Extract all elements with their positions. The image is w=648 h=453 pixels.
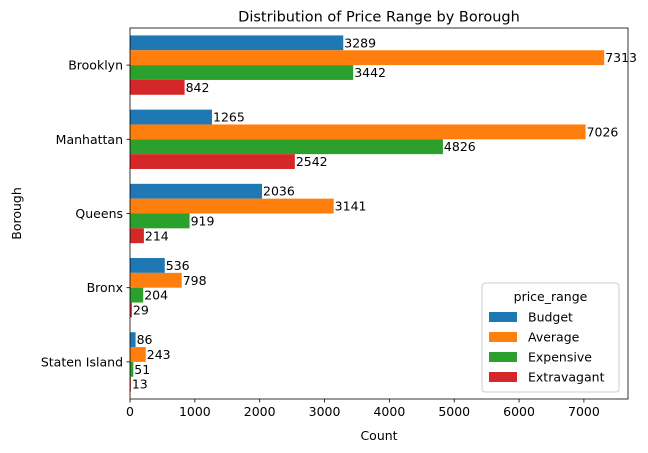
bar-staten-island-extravagant [130, 376, 131, 392]
data-label-bronx-budget: 536 [166, 258, 190, 273]
y-tick-label-staten-island: Staten Island [41, 354, 123, 369]
y-tick-label-manhattan: Manhattan [56, 132, 123, 147]
data-label-queens-average: 3141 [335, 199, 367, 214]
bar-queens-expensive [130, 213, 190, 229]
bar-bronx-budget [130, 258, 165, 273]
data-label-queens-budget: 2036 [263, 184, 295, 199]
data-label-manhattan-extravagant: 2542 [296, 154, 328, 169]
legend-label-average: Average [528, 330, 580, 345]
data-label-manhattan-expensive: 4826 [444, 139, 476, 154]
legend-label-budget: Budget [528, 310, 573, 325]
x-tick-label-4000: 4000 [373, 404, 405, 419]
bar-brooklyn-expensive [130, 65, 354, 80]
data-label-bronx-expensive: 204 [144, 288, 168, 303]
x-tick-label-3000: 3000 [309, 404, 341, 419]
bar-brooklyn-average [130, 50, 605, 66]
bar-staten-island-budget [130, 332, 136, 348]
legend: price_range Budget Average Expensive Extrav… [481, 282, 620, 393]
legend-swatch-extravagant [489, 372, 517, 382]
x-tick-label-0: 0 [126, 404, 134, 419]
data-label-manhattan-average: 7026 [587, 124, 619, 139]
bar-brooklyn-extravagant [130, 79, 185, 95]
bar-manhattan-budget [130, 109, 213, 125]
bar-bronx-extravagant [130, 302, 132, 318]
x-tick-label-1000: 1000 [179, 404, 211, 419]
bars-layer [130, 35, 605, 392]
data-label-brooklyn-extravagant: 842 [186, 80, 210, 95]
x-tick-label-5000: 5000 [438, 404, 470, 419]
data-label-bronx-average: 798 [183, 273, 207, 288]
data-label-staten-island-average: 243 [147, 347, 171, 362]
bar-brooklyn-budget [130, 35, 344, 51]
bar-queens-extravagant [130, 228, 144, 244]
data-label-brooklyn-average: 7313 [605, 50, 637, 65]
data-label-queens-expensive: 919 [191, 213, 215, 228]
legend-label-extravagant: Extravagant [528, 370, 605, 385]
legend-box [481, 282, 620, 393]
data-label-staten-island-extravagant: 13 [132, 377, 148, 392]
y-tick-label-bronx: Bronx [87, 280, 123, 295]
y-axis: Brooklyn Manhattan Queens Bronx Staten Islan… [41, 58, 130, 369]
bar-manhattan-average [130, 124, 586, 140]
y-tick-label-queens: Queens [75, 206, 123, 221]
bar-bronx-average [130, 272, 182, 288]
chart-title: Distribution of Price Range by Borough [238, 10, 520, 26]
data-label-manhattan-budget: 1265 [213, 110, 245, 125]
data-label-brooklyn-expensive: 3442 [354, 65, 386, 80]
bar-queens-budget [130, 183, 263, 199]
x-tick-label-2000: 2000 [244, 404, 276, 419]
legend-swatch-expensive [489, 352, 517, 362]
legend-swatch-average [489, 332, 517, 342]
data-label-staten-island-expensive: 51 [134, 362, 150, 377]
bar-staten-island-average [130, 347, 146, 362]
x-tick-label-7000: 7000 [568, 404, 600, 419]
legend-title: price_range [514, 289, 588, 304]
y-axis-label: Borough [9, 187, 24, 240]
x-axis-label: Count [360, 428, 397, 443]
legend-label-expensive: Expensive [528, 350, 592, 365]
data-label-staten-island-budget: 86 [137, 332, 153, 347]
bar-manhattan-expensive [130, 139, 443, 155]
data-label-bronx-extravagant: 29 [133, 302, 149, 317]
bar-manhattan-extravagant [130, 154, 295, 169]
bar-queens-average [130, 198, 334, 214]
x-tick-label-6000: 6000 [503, 404, 535, 419]
x-axis: 0 1000 2000 3000 4000 5000 6000 7000 [126, 399, 600, 419]
bar-bronx-expensive [130, 287, 144, 303]
data-label-brooklyn-budget: 3289 [344, 35, 376, 50]
bar-staten-island-expensive [130, 361, 134, 377]
y-tick-label-brooklyn: Brooklyn [68, 58, 123, 73]
data-label-queens-extravagant: 214 [145, 228, 169, 243]
legend-swatch-budget [489, 312, 517, 322]
